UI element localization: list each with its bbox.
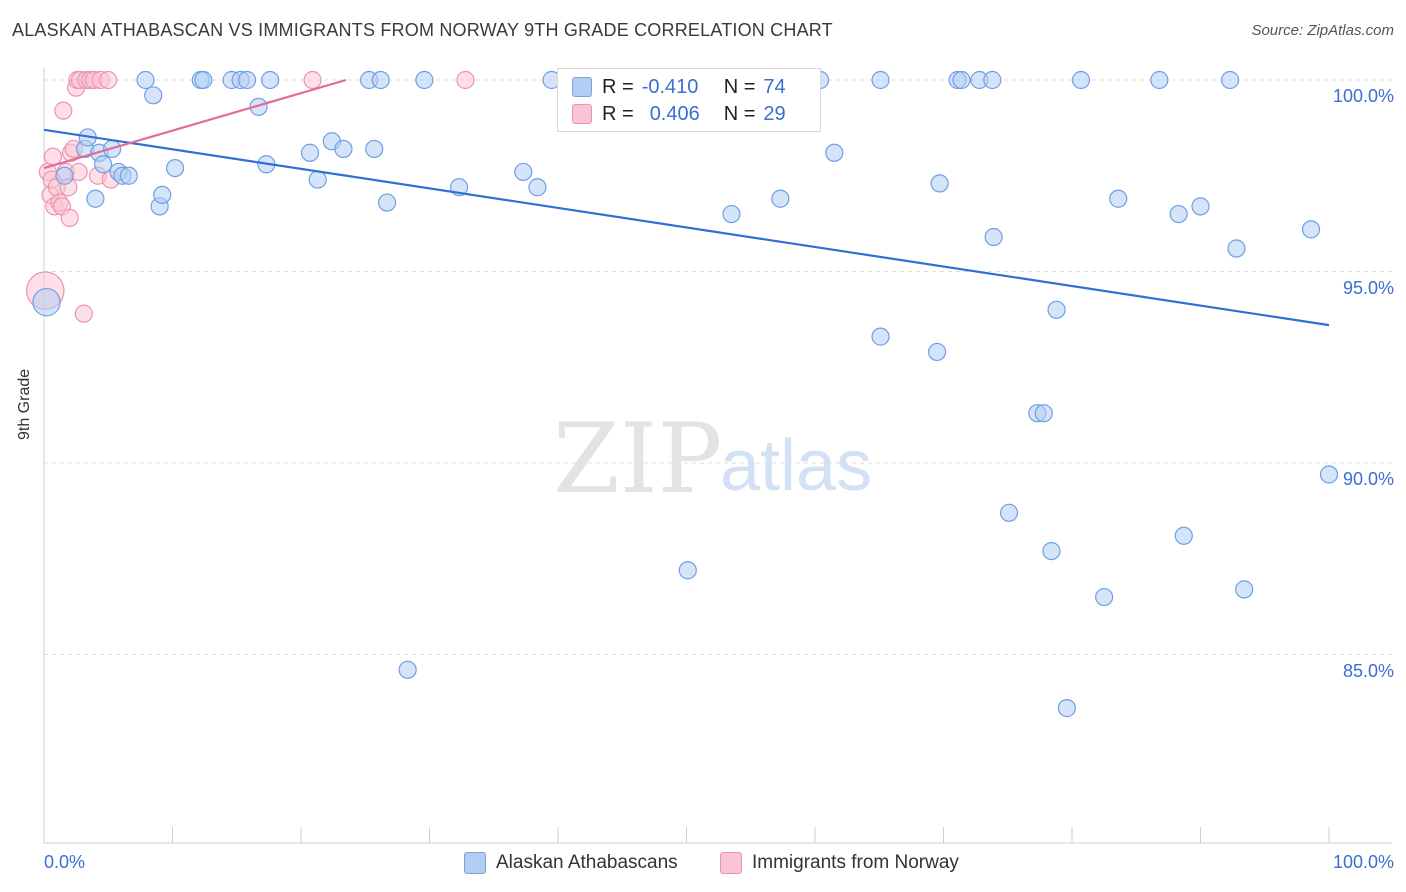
legend-swatch-athabascan [464, 852, 486, 874]
axes [43, 68, 1392, 844]
norway-point [60, 208, 79, 227]
legend-r-label: R = [602, 102, 634, 125]
athabascan-point [377, 193, 397, 212]
athabascan-point [94, 155, 113, 174]
athabascan-point [365, 139, 384, 159]
athabascan-point [514, 162, 533, 182]
athabascan-point [1095, 587, 1114, 607]
y-tick-label: 95.0% [1342, 277, 1394, 298]
athabascan-point [334, 139, 353, 159]
legend-r-value-blue: -0.410 [641, 75, 699, 98]
athabascan-point [1034, 404, 1053, 423]
legend-n-value-pink: 29 [763, 102, 786, 125]
athabascan-point [32, 287, 61, 317]
legend-n-value-blue: 74 [763, 75, 786, 98]
athabascan-point [678, 561, 697, 580]
watermark-atlas: atlas [720, 426, 872, 506]
legend-r-value-pink: 0.406 [649, 102, 700, 125]
athabascan-point [1301, 220, 1321, 239]
norway-point [456, 70, 475, 90]
athabascan-point [825, 143, 844, 162]
athabascan-point [1109, 189, 1128, 208]
source-label: Source: ZipAtlas.com [1251, 22, 1394, 39]
legend-label-norway: Immigrants from Norway [752, 852, 959, 873]
y-tick-label: 90.0% [1342, 469, 1394, 489]
legend-swatch-pink [572, 104, 592, 124]
legend-n-label: N = [723, 75, 756, 98]
y-tick-label: 100.0% [1332, 86, 1394, 106]
trend-lines [43, 78, 1330, 327]
athabascan-point [86, 189, 105, 208]
athabascan-point [308, 170, 327, 189]
gridlines [44, 79, 1392, 655]
athabascan-point [930, 174, 949, 193]
trend-line-norway [43, 78, 347, 170]
athabascan-point [1071, 70, 1091, 90]
legend-n-label: N = [723, 102, 756, 125]
athabascan-point [927, 342, 947, 362]
athabascan-point [119, 166, 138, 185]
athabascan-point [983, 70, 1002, 90]
norway-point [74, 304, 93, 323]
athabascan-point [144, 86, 163, 105]
athabascan-point [371, 70, 390, 90]
athabascan-point [1169, 204, 1188, 224]
athabascan-point [165, 158, 185, 178]
athabascan-point [1047, 300, 1066, 319]
athabascan-point [55, 166, 74, 185]
athabascan-point [871, 70, 890, 90]
legend-item-athabascan: Alaskan Athabascans [464, 852, 678, 874]
athabascan-point [1191, 197, 1210, 216]
athabascan-point [261, 70, 280, 90]
athabascan-point [1319, 465, 1339, 484]
athabascan-point [1174, 526, 1193, 545]
athabascan-point [1227, 239, 1246, 258]
legend-item-norway: Immigrants from Norway [720, 852, 959, 874]
athabascan-point [1042, 541, 1061, 561]
legend-label-athabascan: Alaskan Athabascans [496, 852, 678, 873]
x-tick-label-min: 0.0% [44, 852, 86, 872]
norway-point [99, 70, 118, 90]
norway-point [43, 147, 63, 166]
athabascan-point [300, 143, 320, 162]
y-tick-label: 85.0% [1342, 660, 1394, 681]
athabascan-point [999, 503, 1019, 522]
athabascan-point [528, 178, 547, 197]
athabascan-point [237, 70, 257, 90]
legend-swatch-blue [572, 77, 592, 97]
athabascan-point [398, 660, 417, 679]
athabascan-point [952, 70, 971, 90]
athabascan-point [1057, 699, 1076, 718]
athabascan-point [136, 70, 155, 90]
legend-swatch-norway [720, 852, 742, 874]
watermark: ZIP atlas [553, 403, 872, 515]
watermark-zip: ZIP [553, 403, 722, 515]
athabascan-point [1235, 580, 1254, 599]
x-tick-label-max: 100.0% [1332, 852, 1394, 872]
athabascan-point [771, 189, 790, 208]
legend-row-pink: R = 0.406 N = 29 [572, 102, 786, 126]
legend-r-label: R = [602, 75, 634, 98]
athabascan-point [1150, 70, 1169, 90]
chart-title: ALASKAN ATHABASCAN VS IMMIGRANTS FROM NO… [12, 20, 833, 40]
series-athabascan-points [32, 70, 1339, 718]
athabascan-point [194, 70, 213, 90]
athabascan-point [871, 327, 890, 346]
norway-point [54, 101, 73, 120]
athabascan-point [722, 204, 741, 224]
stats-legend: R = -0.410 N = 74 R = 0.406 N = 29 [557, 68, 821, 132]
athabascan-point [984, 227, 1003, 247]
legend-row-blue: R = -0.410 N = 74 [572, 75, 786, 99]
trend-line-athabascan [43, 128, 1330, 327]
athabascan-point [415, 70, 434, 90]
norway-point [303, 70, 322, 90]
athabascan-point [1220, 70, 1240, 90]
athabascan-point [249, 97, 268, 116]
athabascan-point [153, 185, 172, 204]
